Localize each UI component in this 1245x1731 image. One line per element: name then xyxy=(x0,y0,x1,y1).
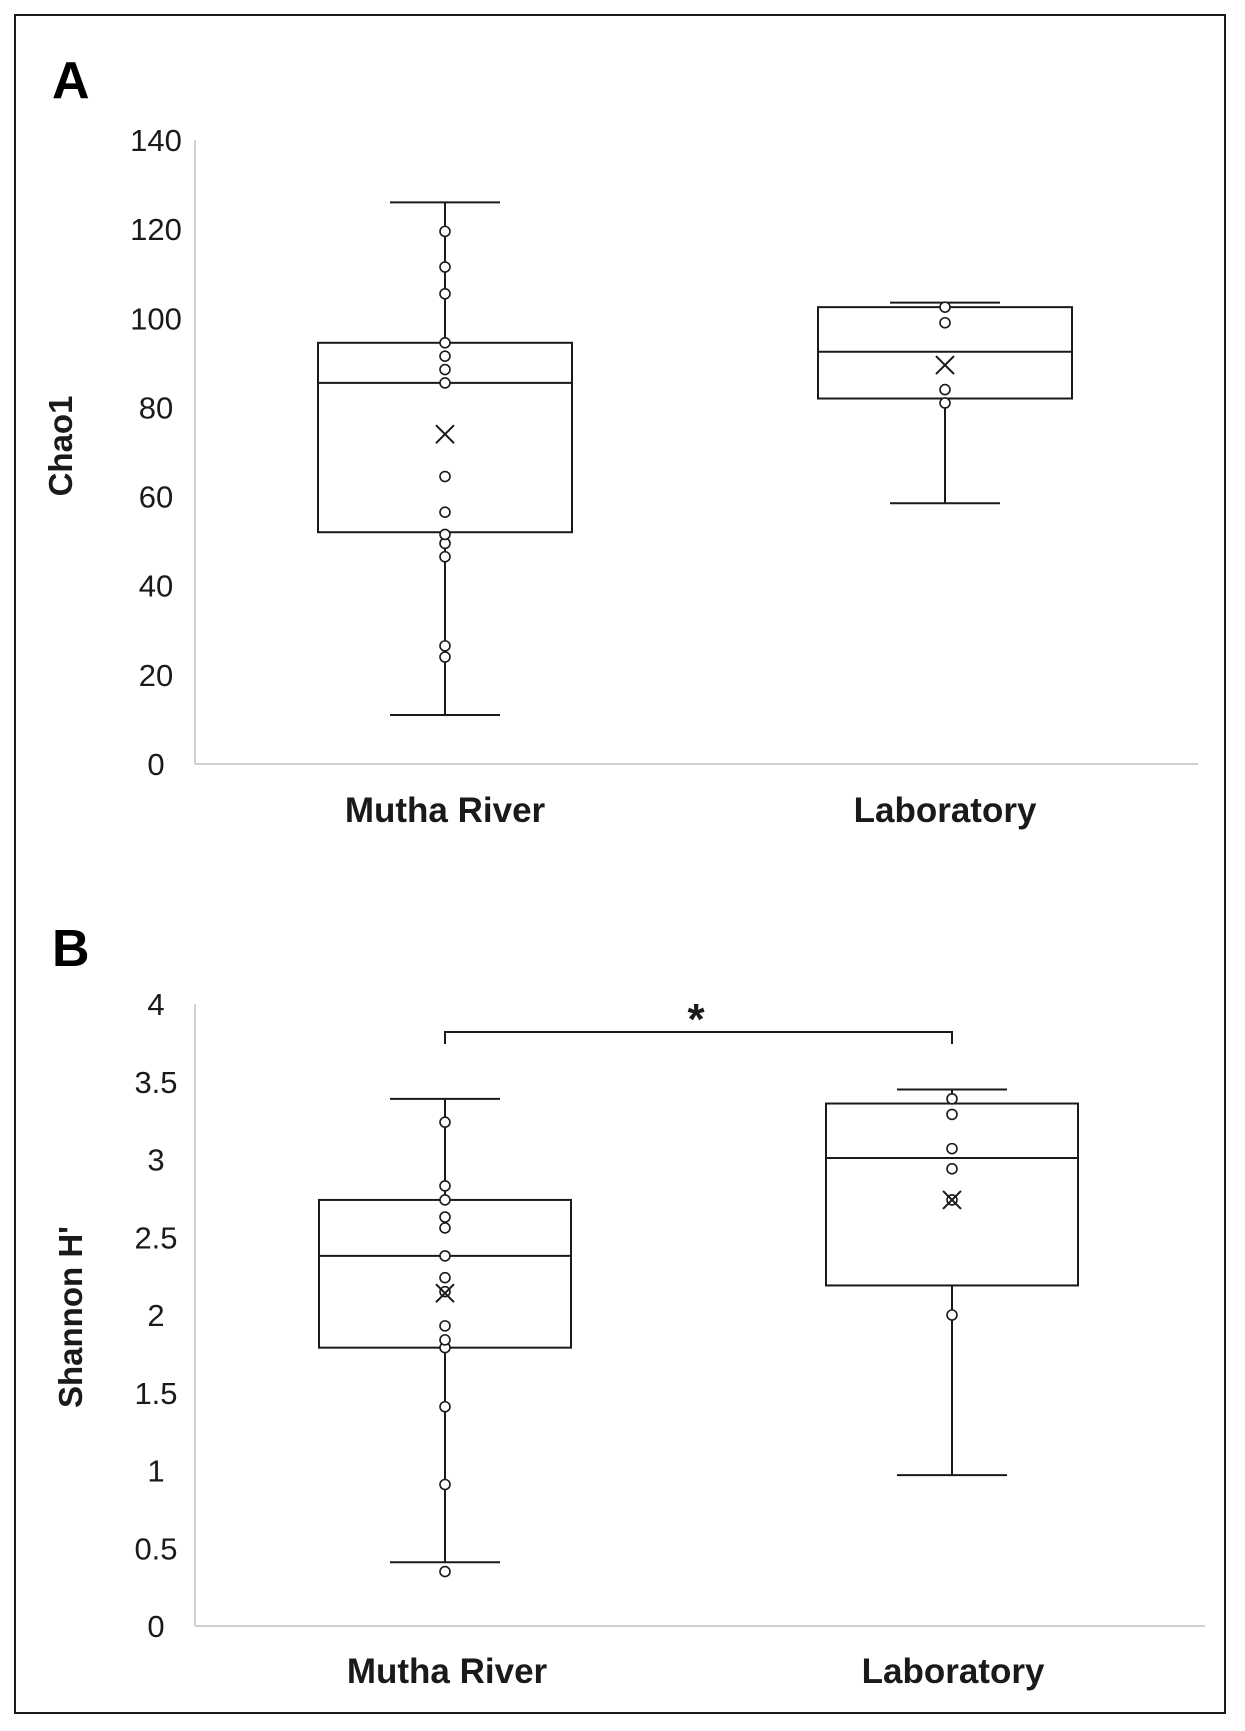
data-point xyxy=(439,1194,451,1206)
panel-a: A Chao1 0 20 40 60 80 100 120 140 Mutha River L… xyxy=(42,52,1198,830)
data-point xyxy=(439,336,451,349)
y-tick-label: 60 xyxy=(139,480,173,515)
data-point xyxy=(946,1309,958,1321)
data-point xyxy=(439,287,451,300)
y-tick-label: 4 xyxy=(147,987,164,1022)
y-tick-label: 1.5 xyxy=(134,1376,177,1411)
data-point xyxy=(439,506,451,518)
box-plot-mutha-river xyxy=(318,1097,572,1578)
y-tick-label: 0 xyxy=(147,1609,164,1644)
mean-marker-stroke xyxy=(435,424,455,444)
mean-marker-stroke xyxy=(435,1283,455,1303)
data-point xyxy=(439,640,451,652)
mean-marker-stroke xyxy=(942,1190,962,1210)
data-point xyxy=(439,1222,451,1234)
y-tick-label: 3.5 xyxy=(134,1065,177,1100)
y-tick-label: 2 xyxy=(147,1298,164,1333)
data-point xyxy=(439,1565,451,1578)
data-point xyxy=(439,1285,451,1298)
mean-marker-stroke xyxy=(935,355,955,375)
data-point xyxy=(439,1250,451,1262)
y-tick-label: 120 xyxy=(130,212,182,247)
data-point xyxy=(946,1093,958,1105)
data-point xyxy=(439,1211,451,1223)
panel-b-category-label: Mutha River xyxy=(347,1652,548,1691)
data-point xyxy=(439,363,451,376)
y-tick-label: 100 xyxy=(130,301,182,336)
y-tick-label: 2.5 xyxy=(134,1220,177,1255)
data-point xyxy=(946,1108,958,1121)
data-point xyxy=(439,377,451,389)
data-point xyxy=(439,1180,451,1192)
y-tick-label: 0.5 xyxy=(134,1531,177,1566)
box-plot-laboratory xyxy=(825,1088,1079,1477)
significance-bracket xyxy=(444,1030,953,1044)
data-point xyxy=(939,316,951,329)
mean-marker xyxy=(935,355,955,375)
data-point xyxy=(439,261,451,273)
data-point xyxy=(946,1142,958,1155)
data-point xyxy=(439,1320,451,1332)
data-point xyxy=(439,1400,451,1413)
box-plot-laboratory xyxy=(817,301,1073,505)
data-point xyxy=(439,528,451,541)
figure-frame xyxy=(14,14,1226,1714)
data-point xyxy=(439,1478,451,1491)
y-tick-label: 1 xyxy=(147,1454,164,1489)
significance-asterisk: * xyxy=(687,995,705,1044)
y-tick-label: 140 xyxy=(130,123,182,158)
data-point xyxy=(439,350,451,362)
data-point xyxy=(439,225,451,238)
data-point xyxy=(439,1334,451,1346)
panel-b-category-label: Laboratory xyxy=(862,1652,1045,1691)
mean-marker xyxy=(435,1283,455,1303)
data-point xyxy=(439,470,451,483)
data-point xyxy=(939,301,951,313)
panel-a-category-label: Mutha River xyxy=(345,791,546,830)
panel-a-category-label: Laboratory xyxy=(854,791,1037,830)
panel-b: B Shannon H' 0 0.5 1 1.5 2 2.5 3 3.5 4 Mutha Riv… xyxy=(52,920,1205,1691)
mean-marker xyxy=(942,1190,962,1210)
data-point xyxy=(439,651,451,663)
mean-marker xyxy=(435,424,455,444)
panel-b-y-axis-label: Shannon H' xyxy=(52,1226,89,1408)
data-point xyxy=(439,1271,451,1284)
data-point xyxy=(939,397,951,409)
data-point xyxy=(939,383,951,396)
data-point xyxy=(439,1116,451,1128)
data-point xyxy=(439,550,451,563)
panel-a-y-axis-label: Chao1 xyxy=(42,396,79,497)
y-tick-label: 40 xyxy=(139,569,173,604)
y-tick-label: 3 xyxy=(147,1143,164,1178)
y-tick-label: 80 xyxy=(139,390,173,425)
data-point xyxy=(946,1163,958,1175)
y-tick-label: 0 xyxy=(147,747,164,782)
y-tick-label: 20 xyxy=(139,658,173,693)
box-plot-mutha-river xyxy=(317,201,573,716)
panel-b-label: B xyxy=(52,920,90,978)
panel-a-label: A xyxy=(52,52,90,110)
